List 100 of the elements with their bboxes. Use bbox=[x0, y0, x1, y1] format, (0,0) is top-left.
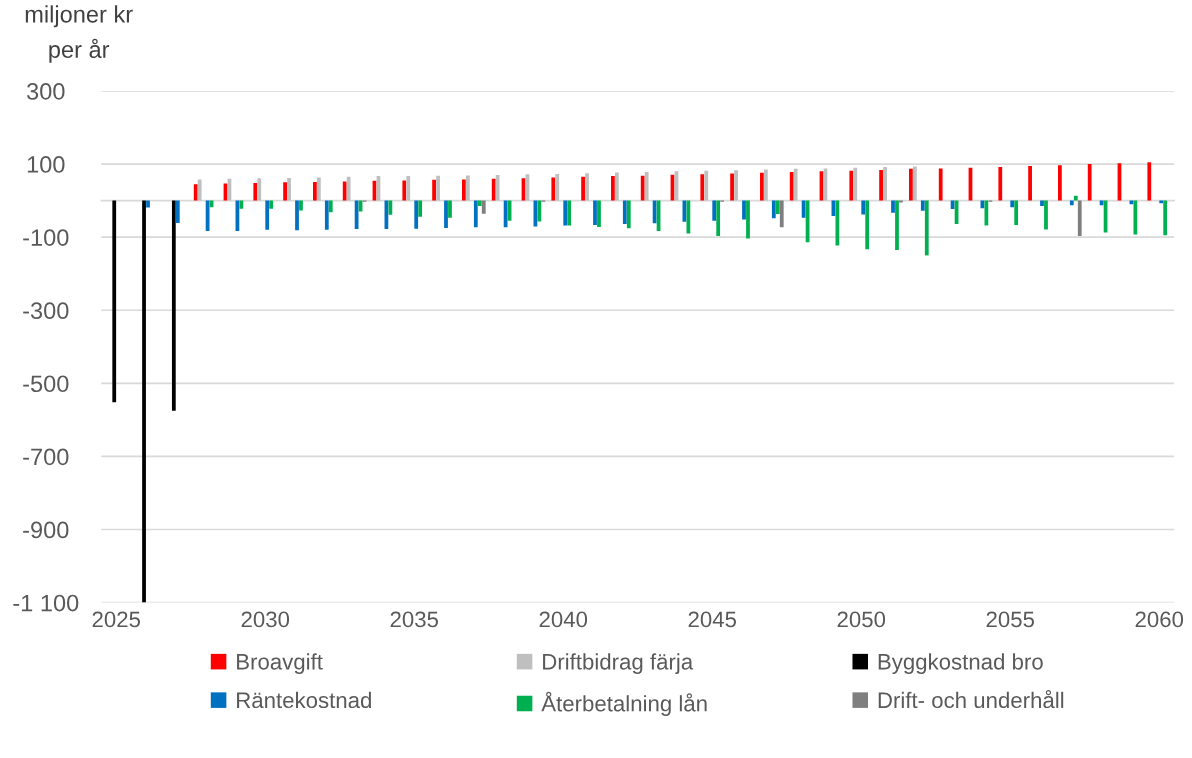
bar bbox=[891, 200, 895, 213]
bar bbox=[883, 166, 887, 201]
bar bbox=[414, 200, 419, 229]
bar bbox=[1163, 200, 1168, 236]
bar bbox=[239, 200, 244, 209]
bar bbox=[879, 169, 883, 201]
bar bbox=[716, 200, 721, 237]
bar bbox=[316, 177, 321, 201]
bar bbox=[611, 176, 615, 201]
bar bbox=[418, 200, 423, 217]
bar bbox=[793, 168, 798, 201]
bar bbox=[197, 179, 202, 201]
bar bbox=[462, 179, 466, 201]
x-tick-label: 2025 bbox=[92, 611, 141, 628]
bar bbox=[1040, 200, 1044, 207]
x-tick-label: 2045 bbox=[688, 611, 737, 628]
bar bbox=[436, 175, 440, 201]
bar bbox=[491, 178, 496, 201]
y-tick-label: -1 100 bbox=[13, 594, 79, 612]
bar bbox=[551, 177, 556, 201]
bar bbox=[1133, 200, 1138, 235]
bar bbox=[924, 200, 929, 256]
legend-label: Räntekostnad bbox=[237, 691, 371, 709]
bar bbox=[477, 200, 482, 207]
bar bbox=[142, 200, 146, 603]
bar bbox=[388, 200, 393, 215]
bar bbox=[1044, 200, 1048, 230]
bar bbox=[704, 170, 709, 201]
bar bbox=[432, 179, 436, 201]
bar bbox=[853, 167, 858, 201]
legend-label: Drift- och underhåll bbox=[878, 689, 1064, 709]
bar bbox=[563, 200, 568, 226]
bar bbox=[283, 182, 287, 201]
bar bbox=[342, 181, 347, 201]
bar bbox=[912, 166, 917, 201]
bar bbox=[1087, 164, 1092, 201]
y-tick-label: -100 bbox=[23, 229, 69, 246]
bar bbox=[763, 169, 768, 201]
y-tick-label: -500 bbox=[23, 375, 69, 393]
bar bbox=[465, 175, 470, 201]
x-tick-label: 2035 bbox=[390, 611, 439, 628]
bar bbox=[909, 168, 913, 201]
bar bbox=[835, 200, 840, 246]
bar bbox=[760, 172, 764, 201]
bar bbox=[1010, 200, 1015, 208]
bar bbox=[734, 170, 738, 201]
bar bbox=[1073, 195, 1078, 201]
legend-label: Driftbidrag färja bbox=[543, 653, 694, 675]
y-tick-label: 300 bbox=[26, 83, 65, 100]
bar bbox=[112, 200, 117, 403]
bar bbox=[920, 200, 925, 211]
bar bbox=[193, 184, 198, 201]
bar bbox=[585, 173, 589, 201]
y-tick-label: -700 bbox=[23, 448, 69, 466]
bar bbox=[938, 168, 943, 201]
bar bbox=[257, 178, 262, 201]
bar bbox=[253, 183, 258, 201]
bar bbox=[495, 175, 500, 201]
bar bbox=[622, 200, 627, 224]
bar bbox=[448, 200, 452, 218]
bar bbox=[742, 200, 746, 220]
y-tick-label: -900 bbox=[23, 521, 69, 539]
bar bbox=[473, 200, 478, 228]
bar bbox=[730, 173, 734, 201]
bar bbox=[171, 200, 176, 411]
x-tick-label: 2060 bbox=[1135, 611, 1184, 628]
bar bbox=[640, 175, 645, 201]
bar bbox=[1028, 165, 1032, 201]
bar bbox=[597, 200, 601, 227]
bar bbox=[626, 200, 631, 229]
legend-label: Broavgift bbox=[237, 653, 323, 675]
bar bbox=[712, 200, 717, 221]
bar bbox=[175, 200, 180, 223]
legend-label: Byggkostnad bro bbox=[878, 653, 1043, 675]
y-tick-label: 100 bbox=[27, 156, 65, 173]
bar bbox=[644, 172, 649, 201]
bar bbox=[444, 200, 448, 229]
bar bbox=[775, 200, 780, 215]
y-tick-label: -300 bbox=[23, 302, 69, 320]
bar bbox=[481, 200, 486, 214]
bar bbox=[861, 200, 866, 215]
bar bbox=[789, 172, 794, 201]
bar bbox=[555, 173, 560, 201]
x-tick-label: 2030 bbox=[241, 611, 290, 628]
legend-label: Återbetalning lån bbox=[541, 691, 707, 716]
y-axis-title: miljoner kr per år bbox=[25, 5, 133, 63]
bar bbox=[779, 200, 784, 228]
bar bbox=[686, 200, 691, 234]
bar bbox=[346, 176, 351, 201]
bar bbox=[402, 180, 407, 201]
bar bbox=[998, 166, 1003, 201]
x-tick-label: 2050 bbox=[837, 611, 886, 628]
bar bbox=[567, 200, 572, 226]
bar bbox=[771, 200, 776, 219]
bar bbox=[614, 172, 619, 201]
bar bbox=[984, 200, 989, 226]
bar bbox=[1077, 200, 1082, 237]
bar bbox=[700, 174, 705, 201]
bar bbox=[146, 200, 150, 208]
bar bbox=[324, 200, 329, 230]
